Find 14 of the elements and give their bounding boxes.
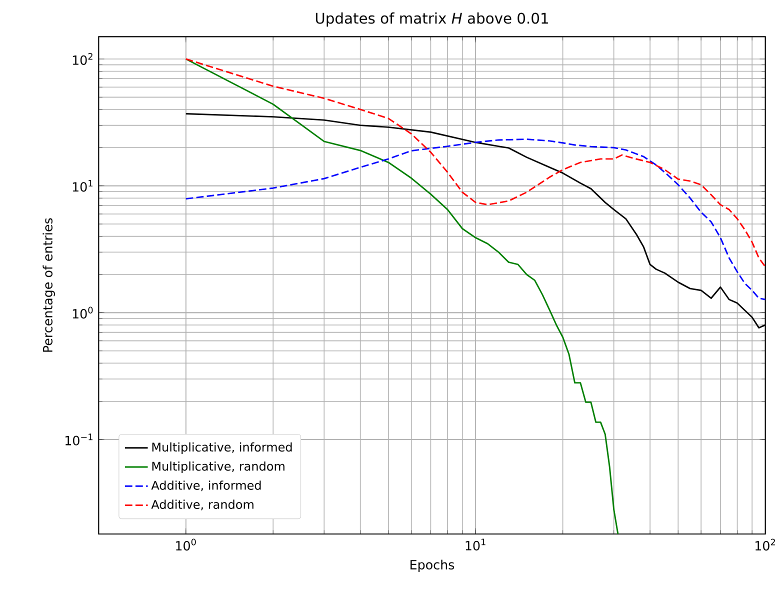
y-tick-label: 10$^{0}$ [72,306,93,319]
x-tick-label: 10$^{1}$ [466,538,486,550]
y-tick-label: 10$^{−1}$ [66,434,92,446]
y-tick-label: 10$^{2}$ [72,53,92,65]
x-tick-label: 10$^{2}$ [756,538,775,551]
legend-label: Multiplicative, informed [152,442,292,454]
y-axis-title: Percentage of entries [42,218,55,352]
x-axis-title: Epochs [410,560,454,572]
chart-title: Updates of matrix H above 0.01 [316,12,548,27]
legend-label: Additive, informed [151,480,261,492]
x-tick-label: 10$^{0}$ [176,538,196,551]
y-tick-label: 10$^{1}$ [72,180,92,192]
legend-label: Multiplicative, random [152,461,284,474]
legend-label: Additive, random [151,500,254,510]
